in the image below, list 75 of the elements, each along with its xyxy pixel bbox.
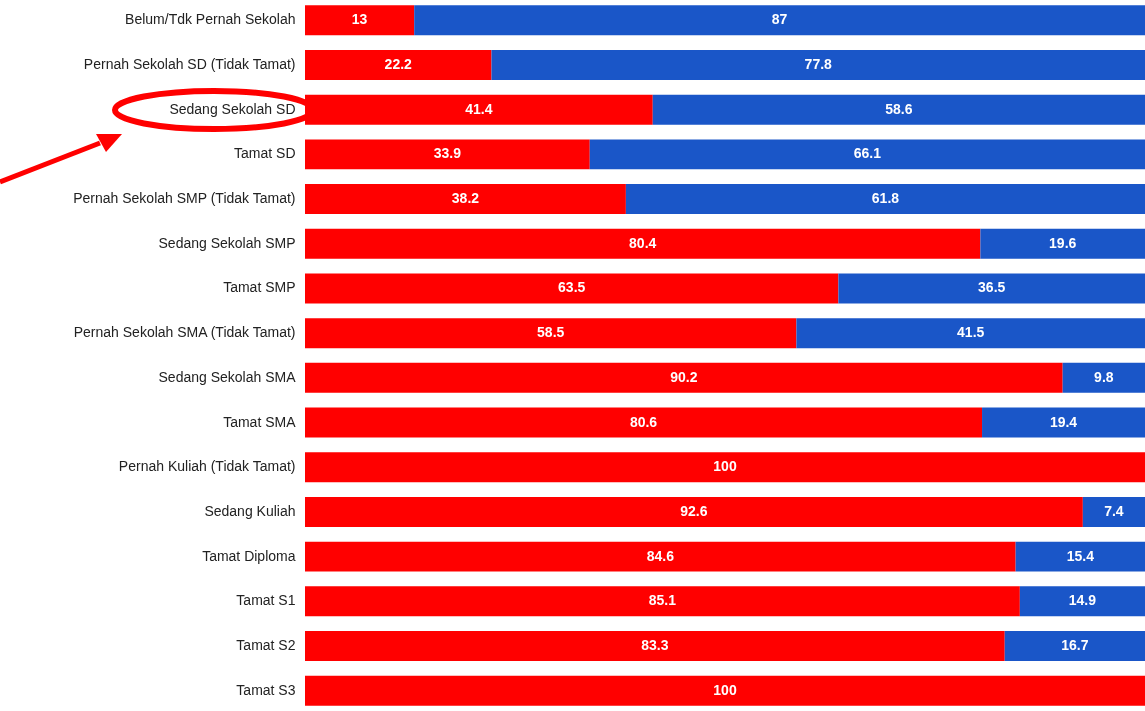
bar xyxy=(305,675,1145,706)
y-tick-label: Tamat SMA xyxy=(223,413,297,430)
data-label: 100 xyxy=(713,681,737,698)
data-label: 16.7 xyxy=(1061,636,1089,653)
data-label: 41.4 xyxy=(465,100,493,117)
y-tick-label: Sedang Sekolah SD xyxy=(169,100,296,117)
data-label: 66.1 xyxy=(853,145,882,162)
bar xyxy=(305,273,839,304)
data-label: 15.4 xyxy=(1066,547,1095,564)
data-label: 87 xyxy=(771,11,788,28)
y-tick-label: Tamat SMP xyxy=(223,279,296,296)
bar xyxy=(305,452,1145,483)
data-label: 83.3 xyxy=(641,636,669,653)
y-tick-label: Pernah Kuliah (Tidak Tamat) xyxy=(118,458,296,475)
bar xyxy=(1015,541,1145,572)
bar xyxy=(1004,631,1145,661)
data-label: 100 xyxy=(713,458,737,475)
bar xyxy=(305,362,1063,393)
data-label: 7.4 xyxy=(1104,502,1124,519)
data-label: 58.6 xyxy=(885,100,913,117)
y-tick-label: Tamat Diploma xyxy=(202,547,296,564)
data-label: 61.8 xyxy=(871,190,900,207)
data-label: 63.5 xyxy=(558,279,586,296)
bar xyxy=(625,184,1145,215)
bar xyxy=(796,318,1145,349)
data-label: 77.8 xyxy=(804,56,833,73)
bar xyxy=(589,139,1145,170)
bar xyxy=(838,273,1145,304)
data-label: 92.6 xyxy=(680,502,708,519)
y-tick-label: Belum/Tdk Pernah Sekolah xyxy=(125,11,296,28)
bar xyxy=(980,228,1145,259)
y-tick-label: Sedang Sekolah SMA xyxy=(158,368,297,385)
bar xyxy=(305,5,415,36)
data-label: 80.4 xyxy=(629,234,657,251)
data-label: 90.2 xyxy=(670,368,698,385)
y-tick-label: Sedang Sekolah SMP xyxy=(158,234,296,251)
data-label: 58.5 xyxy=(537,324,565,341)
data-label: 19.6 xyxy=(1049,234,1077,251)
data-label: 22.2 xyxy=(384,56,413,73)
bar xyxy=(1082,496,1145,527)
bar xyxy=(305,586,1020,617)
data-label: 38.2 xyxy=(451,190,480,207)
data-label: 85.1 xyxy=(648,592,677,609)
bar xyxy=(305,50,492,80)
y-tick-label: Tamat S2 xyxy=(236,636,296,653)
data-label: 80.6 xyxy=(629,413,658,430)
bar xyxy=(1062,362,1145,393)
bar xyxy=(652,94,1145,125)
bar xyxy=(305,407,983,438)
bar xyxy=(305,631,1005,661)
bar xyxy=(1019,586,1145,617)
bar xyxy=(305,139,590,170)
y-tick-label: Pernah Sekolah SD (Tidak Tamat) xyxy=(83,56,296,73)
data-label: 13 xyxy=(351,11,368,28)
bar xyxy=(982,407,1145,438)
bar xyxy=(491,50,1145,80)
y-tick-label: Sedang Kuliah xyxy=(204,502,296,519)
data-label: 33.9 xyxy=(433,145,462,162)
data-label: 19.4 xyxy=(1049,413,1078,430)
bar xyxy=(305,228,981,259)
bar xyxy=(305,318,797,349)
data-label: 36.5 xyxy=(978,279,1006,296)
y-tick-label: Pernah Sekolah SMP (Tidak Tamat) xyxy=(73,190,296,207)
data-label: 9.8 xyxy=(1094,368,1114,385)
bar xyxy=(305,184,626,215)
y-tick-label: Tamat S3 xyxy=(236,681,296,698)
data-label: 14.9 xyxy=(1068,592,1097,609)
bar xyxy=(305,496,1083,527)
bar xyxy=(305,541,1016,572)
y-tick-label: Tamat S1 xyxy=(236,592,296,609)
data-label: 84.6 xyxy=(646,547,675,564)
data-label: 41.5 xyxy=(957,324,985,341)
y-tick-label: Pernah Sekolah SMA (Tidak Tamat) xyxy=(73,324,296,341)
y-tick-label: Tamat SD xyxy=(234,145,296,162)
bar xyxy=(414,5,1145,36)
